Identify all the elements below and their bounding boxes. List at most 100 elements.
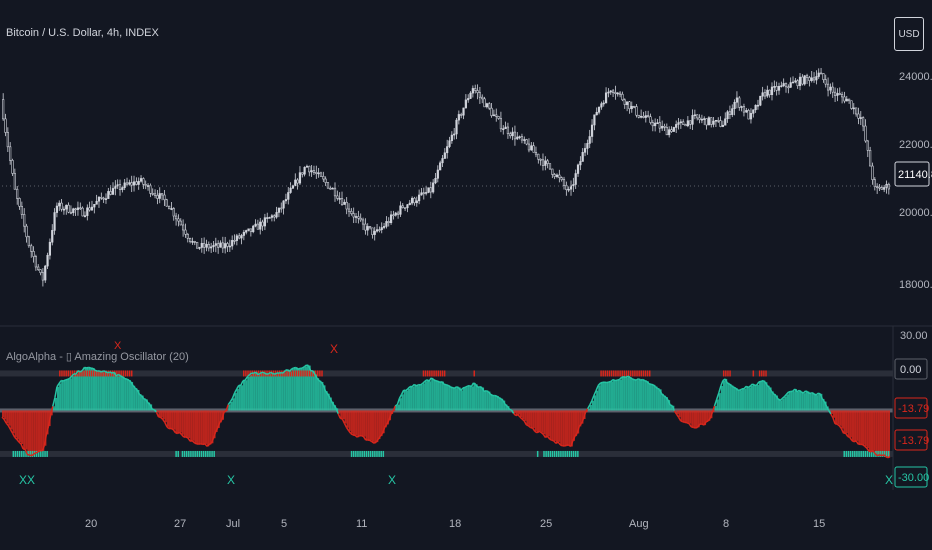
oscillator-line	[362, 436, 367, 441]
oscillator-line	[705, 420, 709, 423]
oscillator-line	[805, 390, 808, 393]
candle-body	[41, 272, 44, 281]
histogram-bar	[687, 410, 690, 423]
candle-body	[590, 124, 594, 137]
lower-band-tick	[213, 450, 215, 457]
candle-body	[111, 188, 115, 195]
upper-band-tick	[636, 370, 638, 377]
histogram-bar	[458, 387, 461, 411]
histogram-bar	[634, 379, 637, 411]
oscillator-line	[194, 442, 197, 445]
candle-body	[607, 91, 610, 94]
upper-band-tick	[319, 370, 321, 377]
histogram-bar	[742, 388, 745, 411]
histogram-bar	[369, 410, 372, 441]
candle-body	[845, 98, 848, 102]
time-axis[interactable]: 20 27 Jul 5 11 18 25 Aug 8 15	[85, 518, 825, 530]
candle-body	[560, 177, 563, 180]
histogram-bar	[327, 393, 330, 411]
histogram-bar	[858, 410, 861, 445]
histogram-bar	[344, 410, 347, 424]
upper-band-tick	[602, 370, 604, 377]
oscillator-line	[54, 386, 58, 399]
histogram-bar	[147, 402, 150, 411]
candle-body	[46, 254, 49, 267]
candle-body	[572, 184, 575, 186]
candle-body	[481, 96, 484, 100]
oscillator-pane[interactable]	[0, 364, 893, 459]
candle-body	[766, 89, 769, 97]
oscillator-line	[225, 404, 229, 412]
histogram-bar	[109, 371, 112, 411]
candle-body	[691, 115, 694, 125]
histogram-bar	[816, 395, 819, 411]
candle-body	[780, 85, 783, 88]
oscillator-line	[828, 409, 832, 415]
histogram-bar	[684, 410, 688, 423]
histogram-bar	[807, 391, 810, 411]
oscillator-line	[151, 408, 155, 411]
candle-body	[294, 179, 297, 187]
histogram-bar	[424, 381, 427, 411]
oscillator-line	[52, 397, 56, 407]
histogram-bar	[809, 393, 812, 411]
price-tick: 20000.00	[899, 207, 932, 219]
upper-band-tick	[88, 370, 91, 377]
candle-body	[805, 75, 809, 78]
lower-band-tick	[209, 450, 211, 457]
oscillator-line	[713, 399, 718, 407]
candle-body	[686, 120, 689, 127]
upper-band-tick	[308, 370, 311, 377]
histogram-bar	[289, 371, 292, 411]
histogram-bar	[446, 384, 449, 411]
histogram-bar	[642, 379, 645, 411]
oscillator-axis[interactable]: 30.00 0.00 -13.79 -13.79 -30.00	[894, 330, 929, 488]
oscillator-line	[570, 440, 574, 447]
currency-button[interactable]: USD	[894, 17, 924, 51]
lower-band-tick	[549, 450, 552, 457]
histogram-bar	[520, 410, 523, 418]
candle-body	[485, 103, 488, 108]
oscillator-line	[474, 383, 479, 388]
upper-band-tick	[424, 370, 427, 377]
candle-body	[177, 218, 180, 222]
oscillator-line	[635, 378, 639, 381]
histogram-bar	[632, 378, 635, 411]
oscillator-line	[316, 377, 320, 382]
candle-body	[640, 115, 643, 118]
histogram-bar	[775, 395, 778, 411]
time-tick: 5	[281, 518, 287, 530]
price-axis[interactable]: 24000.00 22000.00 20000.00 18000.00 2114…	[894, 71, 932, 291]
oscillator-line	[724, 378, 728, 384]
candle-body	[600, 103, 603, 108]
oscillator-line	[160, 416, 164, 420]
candle-body	[389, 214, 393, 224]
candle-body	[796, 80, 799, 87]
price-pane[interactable]	[2, 67, 893, 287]
histogram-bar	[243, 380, 246, 411]
upper-band-tick	[640, 370, 643, 377]
oscillator-line	[494, 394, 497, 397]
histogram-bar	[395, 405, 398, 411]
oscillator-line	[37, 449, 41, 453]
lower-band-tick	[21, 450, 23, 457]
candle-body	[310, 170, 313, 173]
candle-body	[698, 117, 701, 120]
candle-body	[857, 113, 860, 119]
histogram-bar	[716, 399, 719, 411]
candle-body	[773, 86, 776, 88]
oscillator-line	[462, 386, 466, 389]
histogram-bar	[822, 398, 825, 411]
histogram-bar	[693, 410, 696, 428]
time-tick: Jul	[226, 518, 240, 530]
candle-body	[23, 214, 26, 227]
lower-band-tick	[854, 450, 856, 457]
histogram-bar	[670, 404, 673, 411]
histogram-bar	[722, 380, 726, 411]
histogram-bar	[416, 386, 419, 411]
histogram-bar	[412, 386, 415, 411]
histogram-bar	[469, 385, 472, 411]
upper-band-tick	[439, 370, 442, 377]
oscillator-line	[208, 442, 212, 446]
